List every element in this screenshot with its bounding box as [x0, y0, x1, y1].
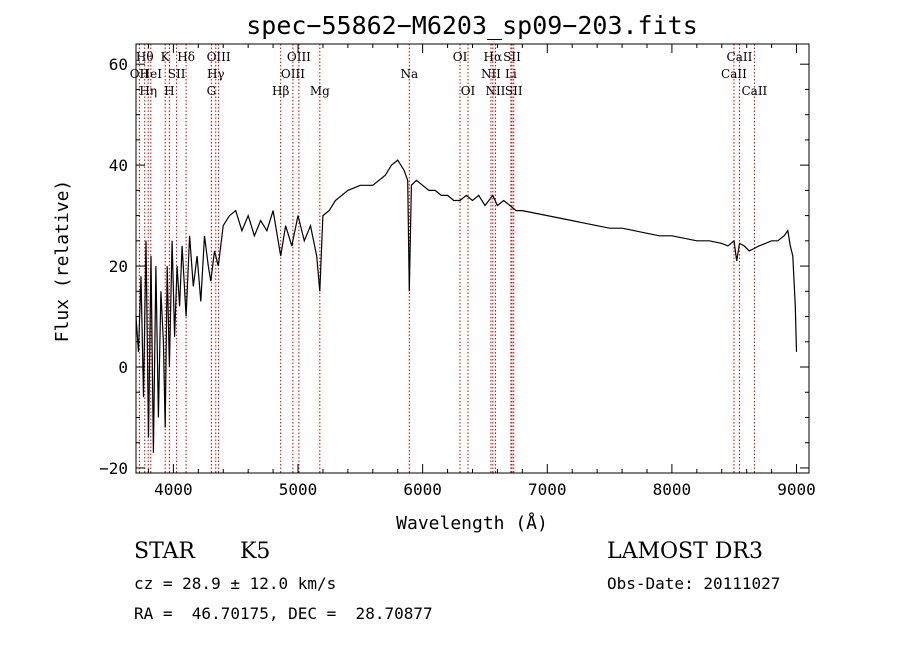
plot-frame — [135, 43, 810, 474]
sky-coordinates: RA = 46.70175, DEC = 28.70877 — [134, 604, 433, 623]
y-tick-label-3: 40 — [109, 156, 128, 175]
y-tick-label-1: 0 — [118, 358, 128, 377]
line-label-10: OIII — [207, 50, 231, 64]
line-label-23: SII — [505, 84, 523, 98]
line-label-14: Mg — [310, 84, 330, 98]
line-label-0: OII — [130, 67, 150, 81]
survey-name: LAMOST DR3 — [607, 539, 763, 564]
spectrum-line — [135, 159, 798, 453]
y-axis-label: Flux (relative) — [52, 180, 73, 343]
line-label-25: CaII — [727, 50, 753, 64]
line-label-26: CaII — [741, 84, 767, 98]
x-axis: 4000 5000 6000 7000 8000 9000 — [147, 44, 816, 499]
x-tick-label-4: 8000 — [653, 480, 692, 499]
line-label-2: Hη — [139, 84, 157, 98]
y-axis: −20 0 20 40 60 — [99, 55, 809, 478]
y-tick-label-0: −20 — [99, 459, 128, 478]
x-tick-label-1: 5000 — [279, 480, 318, 499]
line-label-8: G — [207, 84, 217, 98]
x-tick-label-5: 9000 — [777, 480, 816, 499]
emission-line-markers — [138, 44, 755, 473]
line-label-16: OI — [453, 50, 468, 64]
line-label-21: Li — [505, 67, 517, 81]
line-label-6: SII — [168, 67, 186, 81]
line-label-1: Hθ — [136, 50, 154, 64]
line-label-24: CaII — [721, 67, 747, 81]
y-tick-label-2: 20 — [109, 257, 128, 276]
line-label-19: Hα — [484, 50, 503, 64]
observation-date: Obs-Date: 20111027 — [607, 574, 781, 593]
line-label-7: Hδ — [177, 50, 195, 64]
x-tick-label-2: 6000 — [403, 480, 442, 499]
line-label-18: NII — [481, 67, 501, 81]
line-label-13: OIII — [287, 50, 311, 64]
chart-title: spec−55862−M6203_sp09−203.fits — [246, 11, 698, 40]
line-label-20: NII — [485, 84, 505, 98]
y-tick-label-4: 60 — [109, 55, 128, 74]
emission-line-labels: OII Hθ Hη HeI K H SII Hδ G Hγ OIII Hβ OIII OIII Mg Na OI… — [130, 50, 768, 98]
line-label-15: Na — [400, 67, 418, 81]
line-label-12: OIII — [281, 67, 305, 81]
line-label-11: Hβ — [272, 84, 289, 98]
x-tick-label-3: 7000 — [528, 480, 567, 499]
line-label-5: H — [164, 84, 174, 98]
line-label-17: OI — [461, 84, 476, 98]
object-subclass: K5 — [240, 539, 271, 564]
x-axis-label: Wavelength (Å) — [396, 512, 548, 534]
line-label-9: Hγ — [207, 67, 225, 81]
redshift-velocity: cz = 28.9 ± 12.0 km/s — [134, 574, 337, 593]
line-label-4: K — [161, 50, 171, 64]
object-class: STAR — [134, 539, 195, 564]
line-label-3: HeI — [140, 67, 163, 81]
line-label-22: SII — [503, 50, 521, 64]
x-tick-label-0: 4000 — [154, 480, 193, 499]
